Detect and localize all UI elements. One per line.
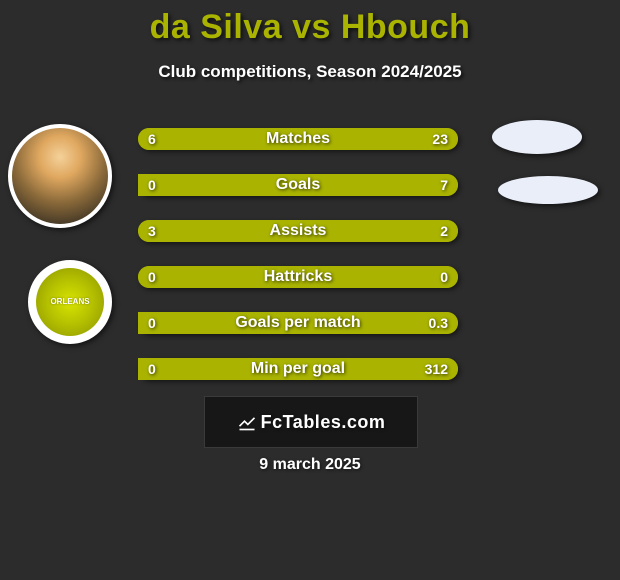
stat-value-right: 7 — [440, 177, 448, 193]
stat-value-right: 23 — [432, 131, 448, 147]
stat-value-right: 0 — [440, 269, 448, 285]
club-badge-inner: ORLEANS — [36, 268, 104, 336]
stat-label: Goals — [276, 176, 320, 194]
stat-value-left: 6 — [148, 131, 156, 147]
stat-value-left: 0 — [148, 315, 156, 331]
stat-bar-right-fill — [205, 128, 458, 150]
watermark-box: FcTables.com — [204, 396, 418, 448]
page-subtitle: Club competitions, Season 2024/2025 — [0, 62, 620, 82]
stat-bar: 3 2 Assists — [138, 220, 458, 242]
stat-value-left: 0 — [148, 361, 156, 377]
stat-bar: 0 312 Min per goal — [138, 358, 458, 380]
stat-bar: 0 0 Hattricks — [138, 266, 458, 288]
stat-label: Min per goal — [251, 360, 345, 378]
player-left-avatar — [8, 124, 112, 228]
stat-bar: 0 0.3 Goals per match — [138, 312, 458, 334]
player-left-club-badge: ORLEANS — [28, 260, 112, 344]
stat-bar: 6 23 Matches — [138, 128, 458, 150]
stat-bar-right-fill — [330, 220, 458, 242]
stat-value-left: 0 — [148, 177, 156, 193]
player-right-token-1 — [492, 120, 582, 154]
stat-value-right: 0.3 — [429, 315, 448, 331]
comparison-card: da Silva vs Hbouch Club competitions, Se… — [0, 0, 620, 580]
player-right-token-2 — [498, 176, 598, 204]
stat-label: Matches — [266, 130, 330, 148]
stat-value-right: 312 — [425, 361, 448, 377]
stat-bar: 0 7 Goals — [138, 174, 458, 196]
stat-value-left: 0 — [148, 269, 156, 285]
stats-bars: 6 23 Matches 0 7 Goals 3 2 Assists 0 0 Hattricks 0 0.… — [138, 128, 458, 404]
stat-label: Goals per match — [235, 314, 360, 332]
page-title: da Silva vs Hbouch — [0, 8, 620, 47]
chart-icon — [237, 412, 257, 432]
stat-label: Assists — [270, 222, 327, 240]
club-badge-text: ORLEANS — [50, 298, 89, 306]
stat-value-left: 3 — [148, 223, 156, 239]
watermark-text: FcTables.com — [261, 412, 386, 433]
stat-label: Hattricks — [264, 268, 332, 286]
stat-value-right: 2 — [440, 223, 448, 239]
footer-date: 9 march 2025 — [0, 456, 620, 474]
